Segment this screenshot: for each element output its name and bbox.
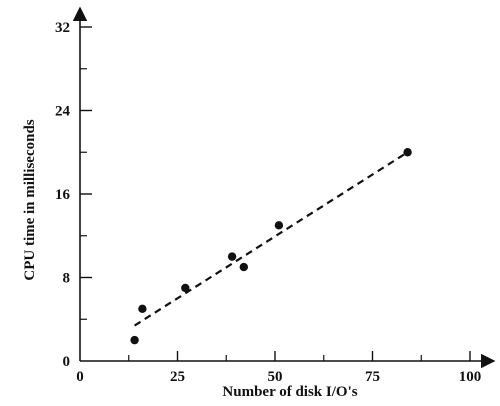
data-point: [239, 262, 248, 272]
axes: [72, 6, 496, 369]
data-point: [181, 283, 190, 293]
x-tick-label: 25: [170, 369, 185, 385]
data-point: [274, 221, 284, 230]
y-tick-label: 32: [55, 20, 70, 36]
points-layer: [130, 148, 412, 345]
data-point: [227, 252, 237, 261]
y-tick-label: 16: [55, 187, 71, 203]
x-tick-label: 100: [459, 369, 482, 385]
x-tick-label: 75: [365, 369, 380, 385]
trendline-layer: [134, 151, 409, 327]
trendline: [134, 151, 409, 327]
data-point: [403, 148, 412, 157]
y-tick-label: 8: [63, 271, 71, 287]
y-axis-label: CPU time in milliseconds: [22, 119, 38, 280]
data-point: [130, 335, 139, 345]
y-tick-label: 0: [63, 354, 71, 370]
y-tick-label: 24: [55, 104, 71, 120]
ticks: 0 8 16 24 32 0 25 50 75 100: [55, 20, 481, 385]
x-axis-label: Number of disk I/O's: [222, 384, 357, 400]
data-point: [138, 304, 147, 314]
x-tick-label: 50: [268, 369, 283, 385]
x-tick-label: 0: [76, 369, 84, 385]
